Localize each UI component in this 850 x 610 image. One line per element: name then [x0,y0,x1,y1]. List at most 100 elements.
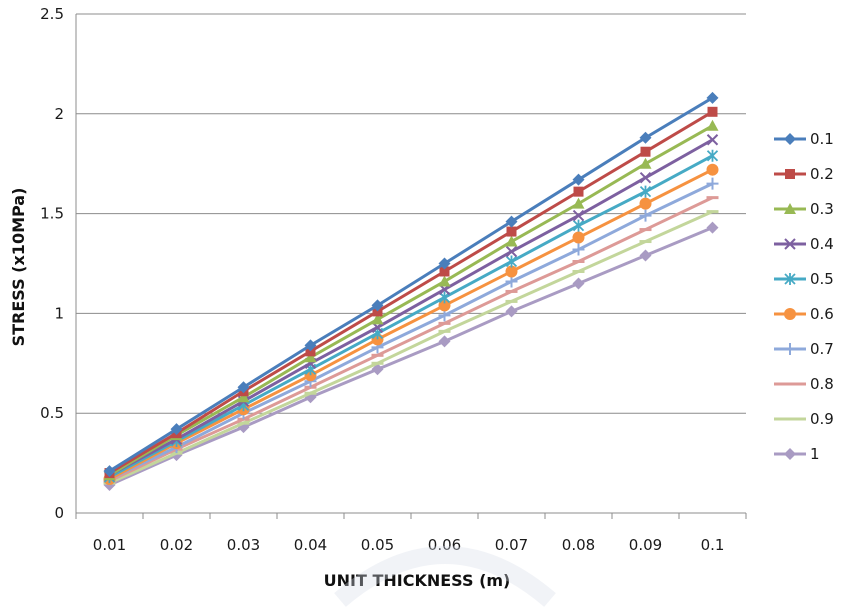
data-point [572,173,585,186]
series-line [108,226,714,487]
data-point [706,134,719,146]
y-tick-label: 0 [54,504,64,522]
x-tick-label: 0.06 [428,536,461,554]
gridlines [76,13,746,414]
y-tick-label: 2 [54,105,64,123]
data-point [572,277,585,290]
x-axis-title: UNIT THICKNESS (m) [324,571,511,590]
x-tick-label: 0.01 [93,536,126,554]
data-point [706,119,719,131]
data-point [438,257,451,270]
data-point [706,91,719,104]
line-chart: 00.511.522.5 0.01 0.02 0.03 0.04 0.05 0.06 0.0… [9,5,834,590]
data-point [706,163,719,176]
data-point [371,363,384,376]
legend-label: 0.3 [810,200,834,218]
legend-item: 0.4 [774,235,834,253]
data-point [371,299,384,312]
series-line [108,196,714,483]
data-point [572,209,585,222]
x-tick-label: 0.03 [227,536,260,554]
x-tick-label: 0.09 [629,536,662,554]
data-point [707,106,718,117]
data-point [572,197,585,209]
data-point [706,177,719,190]
data-point [573,186,584,197]
series-0.5 [103,149,719,484]
data-point [639,197,652,210]
x-tick-label: 0.1 [701,536,725,554]
data-point [639,185,652,198]
data-point [505,215,518,228]
data-point [505,245,518,258]
x-tick-label: 0.07 [495,536,528,554]
data-point [505,305,518,318]
series-0.7 [103,177,719,486]
series-group [103,91,719,492]
legend-swatch-marker [784,238,796,250]
legend-label: 0.4 [810,235,834,253]
data-point [170,423,183,436]
data-point [639,249,652,262]
x-tick-label: 0.04 [294,536,327,554]
data-point [706,149,719,162]
legend-label: 1 [810,445,820,463]
y-tick-label: 1.5 [40,205,64,223]
legend-swatch-marker [784,448,796,460]
data-point [237,381,250,394]
legend-swatch-marker [784,133,796,145]
series-line [108,96,714,473]
series-line [108,154,714,479]
data-point [103,465,116,478]
series-1 [103,221,719,492]
data-point [371,313,384,325]
data-point [505,265,518,278]
legend-label: 0.5 [810,270,834,288]
legend: 0.1 0.2 0.3 0.4 0.5 0.6 0.7 0.8 0.9 1 [774,130,834,463]
data-point [439,266,450,277]
data-point [572,231,585,244]
y-tick-label: 0.5 [40,404,64,422]
series-line [108,110,714,475]
legend-label: 0.8 [810,375,834,393]
data-point [639,131,652,144]
x-tick-label: 0.05 [361,536,394,554]
data-point [237,391,250,403]
series-line [108,138,714,477]
series-line [108,210,714,485]
legend-item: 0.8 [774,375,834,393]
y-tick-labels: 0 0.5 1 1.5 2 2.5 [40,5,64,522]
data-point [438,335,451,348]
series-0.4 [103,134,719,481]
legend-label: 0.2 [810,165,834,183]
legend-item: 0.3 [774,200,834,218]
legend-label: 0.9 [810,410,834,428]
x-tick-labels: 0.01 0.02 0.03 0.04 0.05 0.06 0.07 0.08 0.09 0.1 [93,536,725,554]
y-tick-label: 1 [54,304,64,322]
legend-item: 0.1 [774,130,834,148]
x-tick-label: 0.02 [160,536,193,554]
data-point [304,339,317,352]
data-point [640,146,651,157]
series-line [108,124,714,477]
legend-item: 1 [774,445,820,463]
series-0.2 [104,106,718,479]
y-axis-title: STRESS (x10MPa) [9,188,28,347]
data-point [639,157,652,169]
legend-item: 0.9 [774,410,834,428]
y-tick-label: 2.5 [40,5,64,23]
data-point [639,171,652,184]
legend-swatch-marker [784,308,796,320]
series-line [108,182,714,481]
data-point [639,209,652,222]
legend-label: 0.1 [810,130,834,148]
legend-swatch-marker [784,203,796,214]
legend-swatch-marker [785,169,795,179]
legend-swatch-marker [784,273,796,285]
axes [75,14,747,519]
data-point [505,235,518,247]
data-point [304,351,317,363]
x-tick-label: 0.08 [562,536,595,554]
series-line [108,168,714,481]
data-point [506,226,517,237]
